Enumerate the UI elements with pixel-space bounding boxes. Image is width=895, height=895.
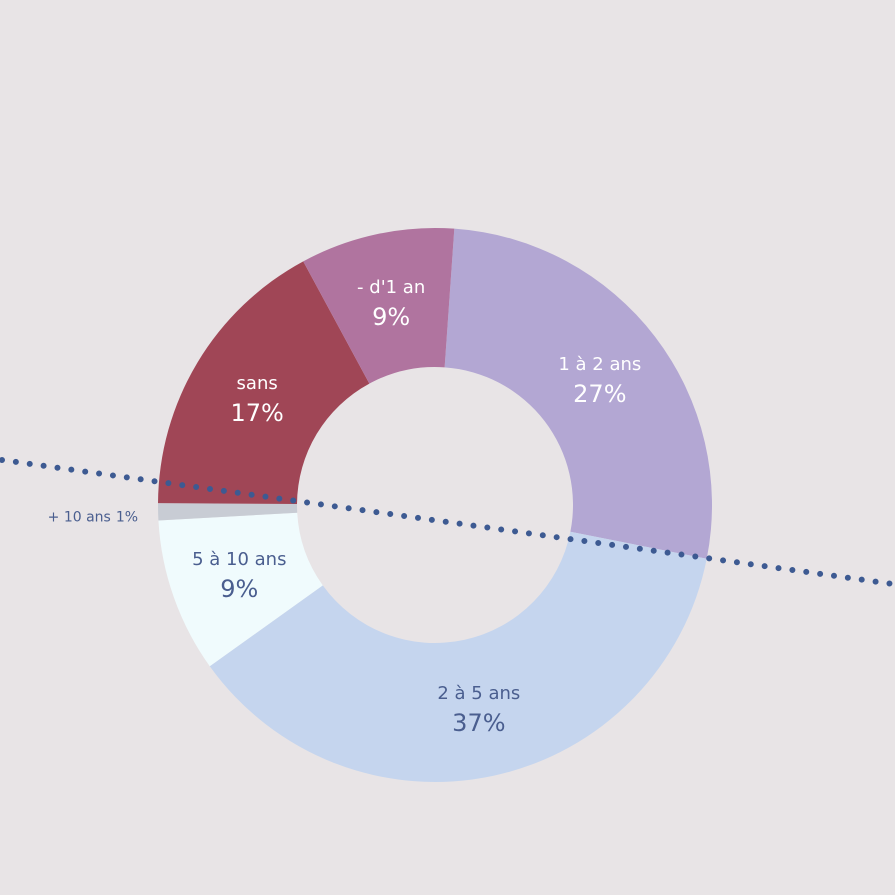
donut-segment [209, 531, 707, 782]
donut-segment [444, 228, 712, 559]
donut-segment [157, 503, 298, 521]
labels: 1 à 2 ans 27% 2 à 5 ans 37% 5 à 10 ans 9% + 10… [48, 277, 642, 737]
category-label: sans [237, 373, 278, 394]
category-label: 2 à 5 ans [437, 683, 520, 704]
value-label: 9% [372, 303, 410, 331]
value-label: 17% [230, 399, 283, 427]
category-label: - d'1 an [357, 277, 425, 298]
value-label: 27% [573, 380, 626, 408]
donut-segment [303, 228, 455, 384]
value-label: 37% [452, 709, 505, 737]
category-label: + 10 ans [48, 510, 111, 526]
value-label: 9% [220, 575, 258, 603]
dotted-line [0, 457, 895, 587]
category-label: 1 à 2 ans [558, 354, 641, 375]
donut [157, 228, 712, 782]
category-label: 5 à 10 ans [192, 549, 286, 570]
segment-label: + 10 ans 1% [48, 510, 138, 526]
value-label: 1% [116, 510, 138, 526]
donut-segment [158, 261, 370, 505]
donut-segment [158, 512, 323, 667]
